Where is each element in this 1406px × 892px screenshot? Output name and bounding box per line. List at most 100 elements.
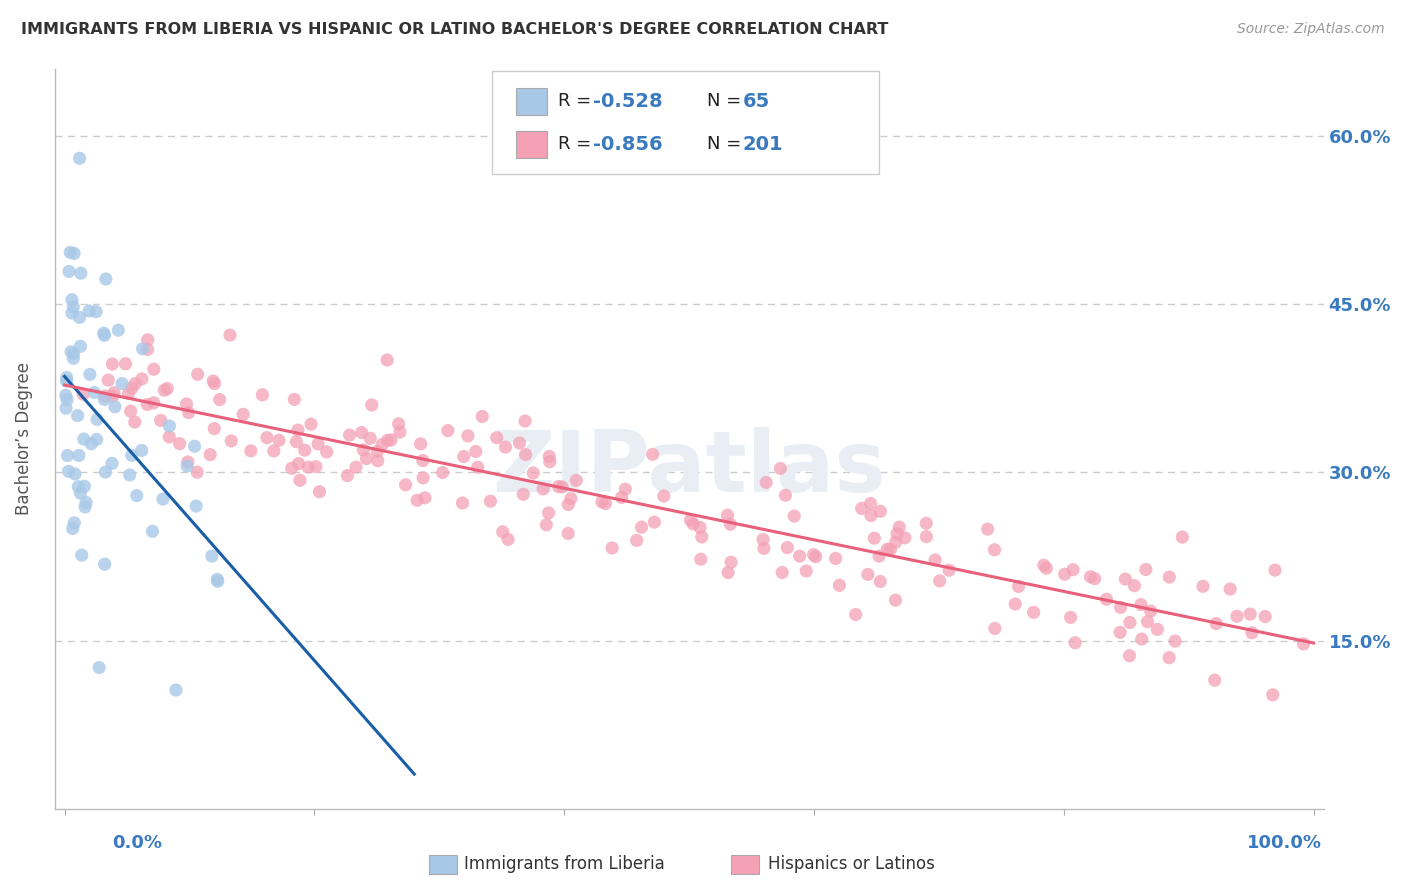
Point xyxy=(1146,623,1168,637)
Point xyxy=(682,516,704,531)
Point xyxy=(69,310,91,325)
Point xyxy=(55,374,77,388)
Point xyxy=(869,504,891,518)
Point xyxy=(720,555,742,569)
Point xyxy=(101,389,124,403)
Text: Source: ZipAtlas.com: Source: ZipAtlas.com xyxy=(1237,22,1385,37)
Point xyxy=(350,425,373,440)
Point xyxy=(1239,607,1261,621)
Point xyxy=(1261,688,1284,702)
Point xyxy=(1136,615,1159,629)
Point xyxy=(471,409,494,424)
Point xyxy=(531,482,554,496)
Point xyxy=(770,566,793,580)
Point xyxy=(894,531,917,545)
Point xyxy=(305,459,328,474)
Point xyxy=(198,448,221,462)
Point xyxy=(344,460,367,475)
Point xyxy=(1219,582,1241,596)
Text: R =: R = xyxy=(558,136,598,153)
Point xyxy=(689,520,711,534)
Point xyxy=(1204,673,1226,688)
Point xyxy=(58,464,80,478)
Text: -0.528: -0.528 xyxy=(593,92,664,111)
Point xyxy=(156,382,179,396)
Point xyxy=(1022,605,1045,619)
Point xyxy=(55,388,77,402)
Point xyxy=(1035,561,1057,575)
Point xyxy=(165,683,187,698)
Point xyxy=(1080,570,1102,584)
Point xyxy=(776,541,799,555)
Point xyxy=(1240,625,1263,640)
Text: -0.856: -0.856 xyxy=(593,135,664,153)
Point xyxy=(1226,609,1249,624)
Point xyxy=(614,482,637,496)
Point xyxy=(1053,567,1076,582)
Point xyxy=(101,357,124,371)
Point xyxy=(557,498,579,512)
Point xyxy=(219,434,242,448)
Text: ZIPatlas: ZIPatlas xyxy=(492,427,886,510)
Point xyxy=(803,548,825,562)
Point xyxy=(1159,650,1181,665)
Point xyxy=(406,493,429,508)
Point xyxy=(876,542,898,557)
Point xyxy=(124,415,146,429)
Point xyxy=(73,500,96,514)
Point xyxy=(863,531,886,545)
Point xyxy=(769,461,792,475)
Point xyxy=(467,460,489,475)
Point xyxy=(641,447,664,461)
Point xyxy=(256,431,278,445)
Point xyxy=(824,551,846,566)
Point xyxy=(432,466,454,480)
Point xyxy=(938,563,960,577)
Point xyxy=(755,475,778,490)
Point xyxy=(495,440,517,454)
Point xyxy=(299,417,322,431)
Point xyxy=(537,506,560,520)
Point xyxy=(288,473,311,487)
Point xyxy=(464,444,486,458)
Point xyxy=(643,515,665,529)
Point xyxy=(204,376,226,391)
Text: N =: N = xyxy=(707,92,747,110)
Point xyxy=(356,451,378,466)
Point xyxy=(492,524,515,539)
Point xyxy=(359,431,381,445)
Y-axis label: Bachelor’s Degree: Bachelor’s Degree xyxy=(15,362,32,516)
Point xyxy=(884,593,907,607)
Point xyxy=(371,438,394,452)
Point xyxy=(59,245,82,260)
Point xyxy=(56,392,79,407)
Point xyxy=(267,434,290,448)
Point xyxy=(1109,625,1132,640)
Text: N =: N = xyxy=(707,136,747,153)
Point xyxy=(208,392,231,407)
Point xyxy=(183,439,205,453)
Point xyxy=(1171,530,1194,544)
Point xyxy=(285,434,308,449)
Text: 100.0%: 100.0% xyxy=(1247,834,1322,852)
Point xyxy=(1032,558,1054,573)
Point xyxy=(101,456,124,470)
Point xyxy=(856,567,879,582)
Point xyxy=(412,453,434,467)
Point xyxy=(70,548,93,562)
Point xyxy=(804,549,827,564)
Point xyxy=(153,384,176,398)
Point xyxy=(889,520,911,534)
Point xyxy=(120,404,142,418)
Point xyxy=(142,362,165,376)
Point xyxy=(58,264,80,278)
Point xyxy=(1292,637,1315,651)
Point xyxy=(1059,610,1081,624)
Point xyxy=(131,342,153,356)
Point xyxy=(157,430,180,444)
Point xyxy=(142,396,165,410)
Point xyxy=(437,424,460,438)
Point xyxy=(689,552,711,566)
Point xyxy=(380,433,402,447)
Point xyxy=(1130,632,1153,646)
